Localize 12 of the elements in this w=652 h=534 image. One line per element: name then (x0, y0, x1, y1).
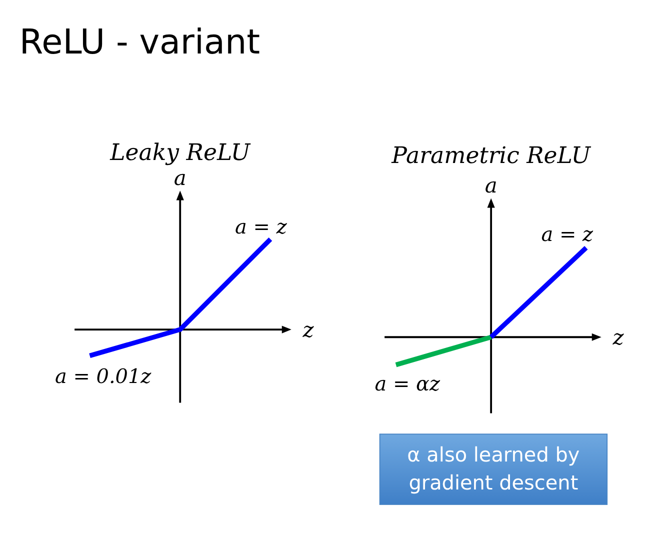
text: a = z (235, 214, 288, 238)
x-axis-title: z (302, 318, 315, 342)
text: α also learned by gradient descent (407, 442, 580, 494)
y-axis-title: a (174, 166, 186, 190)
chart-title: ReLU - variant (19, 22, 260, 63)
chart-title: Parametric ReLU (390, 143, 592, 170)
x-axis-title: z (612, 326, 625, 350)
text: a = z (541, 222, 594, 246)
text: a = 0.01z (54, 364, 152, 388)
y-axis-title: a (484, 174, 498, 198)
chart-subtitle: Leaky ReLU (109, 140, 251, 166)
text: a = αz (374, 371, 441, 396)
